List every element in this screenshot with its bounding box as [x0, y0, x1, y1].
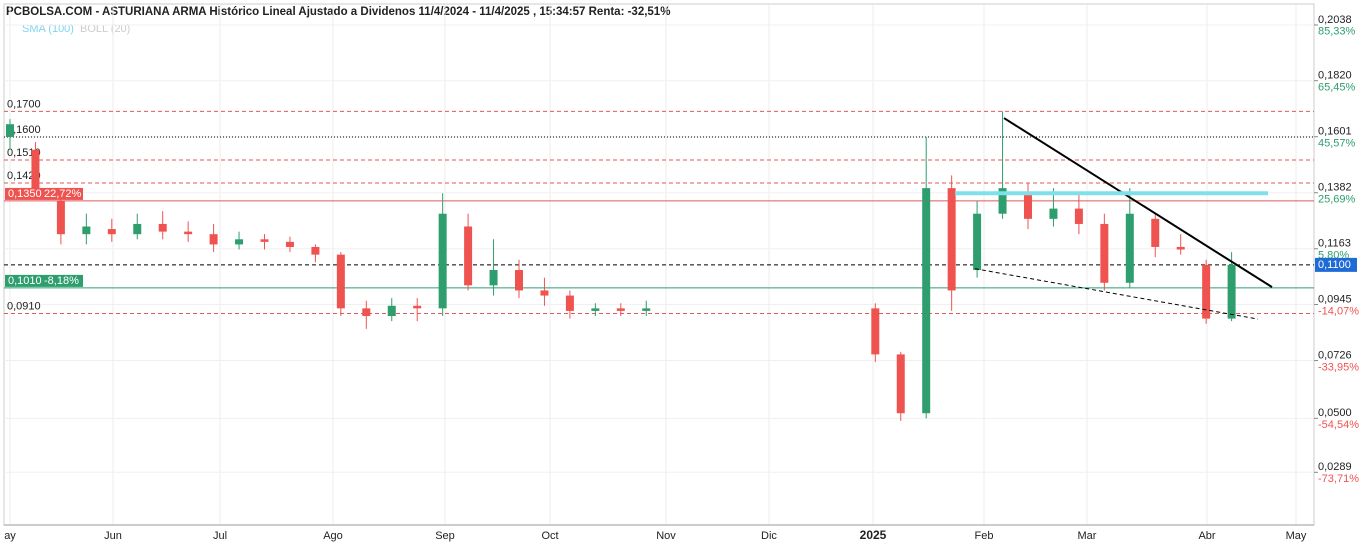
y-tick-label: 0,0945 — [1318, 293, 1352, 305]
x-tick-label: Ago — [323, 530, 343, 542]
x-tick-label: Dic — [761, 530, 777, 542]
level-label: 0,1600 — [7, 124, 41, 136]
level-label: 0,1350 — [8, 188, 42, 200]
candle-body — [387, 305, 396, 317]
candle-body — [336, 254, 345, 309]
level-label: 0,0910 — [7, 300, 41, 312]
y2-tick-label: 85,33% — [1318, 26, 1356, 38]
indicator-sma: SMA (100) — [22, 23, 74, 35]
candle-body — [1151, 218, 1160, 247]
level-badge — [5, 274, 83, 287]
candle-body — [998, 188, 1007, 214]
candle-body — [133, 223, 142, 235]
last-price-badge — [1315, 257, 1357, 272]
candle-body — [82, 226, 91, 235]
y-tick-label: 0,2038 — [1318, 14, 1352, 26]
level-badge — [5, 187, 83, 200]
x-tick-label: May — [1286, 530, 1307, 542]
candle-body — [1024, 193, 1032, 219]
candle-body — [413, 305, 422, 309]
trendline — [1003, 117, 1273, 288]
y-tick-label: 0,1163 — [1318, 238, 1351, 250]
candle-body — [56, 200, 65, 235]
y2-tick-label: -14,07% — [1318, 305, 1359, 317]
candle-body — [896, 354, 905, 414]
y2-tick-label: 25,69% — [1318, 193, 1356, 205]
candle-body — [1202, 264, 1211, 319]
candle-body — [540, 290, 549, 296]
candle-body — [31, 149, 40, 189]
candle-body — [184, 231, 193, 235]
y2-tick-label: -54,54% — [1318, 419, 1359, 431]
indicator-boll: BOLL (20) — [80, 23, 130, 35]
y-tick-label: 0,1601 — [1318, 126, 1352, 138]
y-tick-label: 0,1382 — [1318, 182, 1352, 194]
candle-body — [922, 188, 931, 414]
y-tick-label: 0,0726 — [1318, 349, 1352, 361]
candle-body — [311, 246, 320, 255]
level-pct: -8,18% — [44, 275, 79, 287]
candle-body — [285, 241, 294, 247]
candle-body — [1049, 208, 1058, 219]
last-price-label: 0,1100 — [1318, 259, 1351, 271]
candle-body — [107, 229, 116, 235]
x-tick-label: Sep — [435, 530, 455, 542]
candle-body — [464, 226, 473, 286]
candle-body — [973, 213, 982, 270]
y-tick-label: 0,0289 — [1318, 461, 1352, 473]
candle-body — [1125, 213, 1134, 283]
candle-body — [947, 188, 956, 291]
candle-body — [158, 223, 167, 232]
y2-tick-label: 45,57% — [1318, 138, 1356, 150]
candle-body — [642, 308, 651, 311]
candle-body — [362, 308, 371, 317]
y2-tick-label: -73,71% — [1318, 473, 1359, 485]
level-label: 0,1700 — [7, 98, 41, 110]
x-tick-label: Nov — [656, 530, 676, 542]
x-tick-label: Jun — [104, 530, 122, 542]
candle-body — [489, 269, 498, 286]
x-tick-label: ay — [4, 530, 16, 542]
level-label: 0,1010 — [8, 275, 42, 287]
candle-body — [1176, 246, 1185, 250]
x-tick-label: Mar — [1078, 530, 1097, 542]
y2-tick-label: 65,45% — [1318, 82, 1356, 94]
candle-body — [591, 308, 600, 311]
y-tick-label: 0,1820 — [1318, 70, 1352, 82]
candle-body — [209, 234, 218, 245]
candle-body — [616, 308, 625, 311]
candle-body — [260, 239, 269, 242]
y-tick-label: 0,0500 — [1318, 407, 1352, 419]
x-tick-label: Feb — [975, 530, 994, 542]
x-tick-label: Jul — [213, 530, 227, 542]
candle-body — [438, 213, 447, 309]
x-tick-label: Oct — [541, 530, 558, 542]
candle-body — [1227, 264, 1236, 319]
level-pct: 22,72% — [44, 188, 82, 200]
candle-body — [1100, 223, 1109, 283]
candle-body — [515, 269, 523, 291]
y2-tick-label: -33,95% — [1318, 361, 1359, 373]
candle-body — [235, 239, 244, 245]
candle-body — [1074, 208, 1083, 224]
x-tick-label: 2025 — [860, 528, 887, 542]
x-tick-label: Abr — [1198, 530, 1215, 542]
candle-body — [565, 295, 574, 311]
candle-body — [871, 308, 880, 355]
trendline — [974, 268, 1259, 320]
candle-body — [6, 124, 14, 137]
chart-title: PCBOLSA.COM - ASTURIANA ARMA Histórico L… — [6, 6, 670, 18]
